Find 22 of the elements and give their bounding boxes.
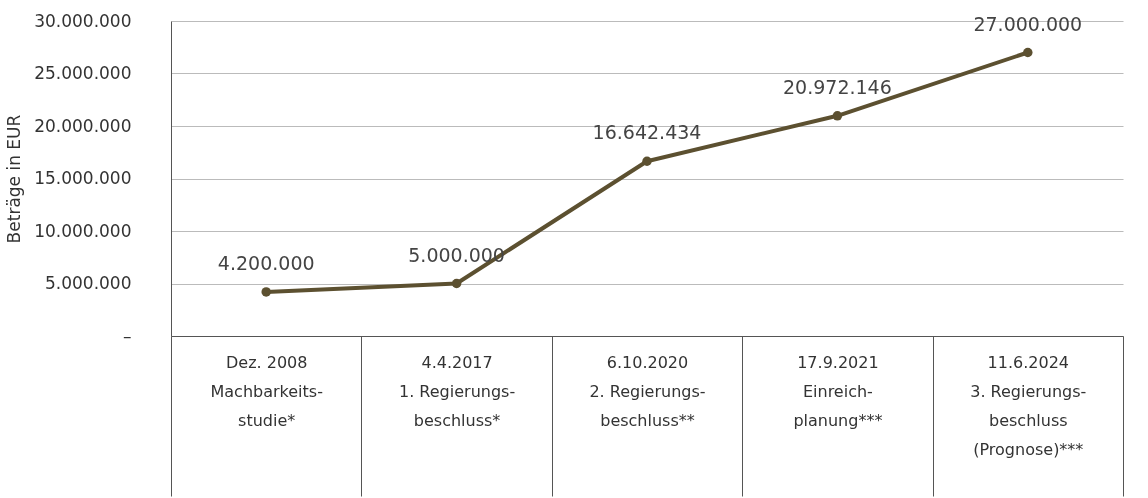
data-label: 27.000.000	[973, 12, 1083, 35]
x-tick-label: 11.6.2024 3. Regierungs- beschluss (Prognose)***	[970, 352, 1087, 459]
y-tick-label: 15.000.000	[34, 168, 132, 188]
y-tick-label: 20.000.000	[34, 115, 132, 136]
y-tick-label: 30.000.000	[34, 10, 132, 31]
point	[451, 278, 462, 289]
point	[642, 156, 652, 166]
y-tick-label: 5.000.000	[44, 273, 132, 293]
y-axis-title: Beträge in EUR	[4, 114, 25, 244]
data-label: 16.642.434	[592, 121, 702, 144]
data-label: 4.200.000	[217, 251, 315, 274]
point	[832, 111, 843, 121]
x-tick-label: 6.10.2020 2. Regierungs- beschluss**	[589, 352, 706, 430]
y-tick-label: 25.000.000	[34, 63, 132, 83]
data-label: 20.972.146	[783, 75, 892, 98]
point	[261, 287, 271, 297]
y-tick-label: –	[123, 325, 132, 346]
x-tick-label: 4.4.2017 1. Regierungs- beschluss*	[399, 352, 516, 430]
x-tick-label: 17.9.2021 Einreich- planung***	[793, 352, 883, 430]
point	[1023, 47, 1033, 58]
y-tick-label: 10.000.000	[34, 220, 132, 241]
x-tick-label: Dez. 2008 Machbarkeits- studie*	[210, 352, 323, 430]
